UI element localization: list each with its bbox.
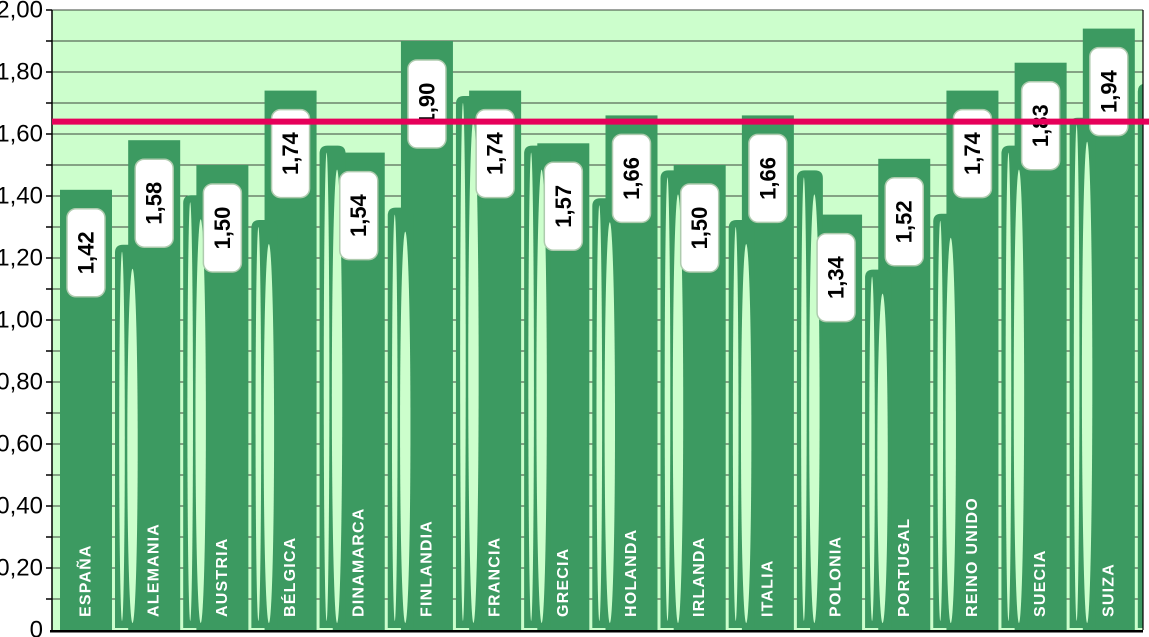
- value-label: 1,74: [483, 131, 508, 175]
- value-label: 1,52: [892, 200, 917, 243]
- value-label-box: [270, 108, 311, 199]
- value-label-box: [543, 161, 584, 252]
- category-label: FINLANDIA: [418, 520, 435, 617]
- bar-shadow-highlight: [1081, 141, 1093, 623]
- category-label: FRANCIA: [487, 537, 504, 617]
- bar-shadow-highlight: [323, 152, 330, 622]
- value-label-box: [66, 208, 106, 298]
- category-label: SUIZA: [1100, 563, 1117, 617]
- value-label-box: [611, 133, 652, 224]
- value-label: 1,50: [687, 207, 712, 250]
- category-label: POLONIA: [828, 536, 845, 617]
- value-label: 1,66: [619, 157, 644, 200]
- category-label: PORTUGAL: [896, 518, 913, 617]
- value-label-box: [952, 108, 993, 199]
- value-label: 1,34: [824, 255, 849, 299]
- bar-shadow-highlight: [127, 268, 138, 623]
- category-label: ITALIA: [759, 559, 776, 617]
- y-axis-label: 0,60: [0, 431, 43, 458]
- value-label-box: [748, 133, 788, 224]
- y-axis-label: 1,40: [0, 183, 43, 210]
- bar-shadow-highlight: [672, 194, 684, 623]
- bar-shadow-highlight: [664, 177, 671, 621]
- value-label-box: [202, 183, 243, 273]
- value-label-box: [816, 232, 856, 323]
- bar-shadow-highlight: [937, 220, 944, 621]
- y-axis-label: 0,80: [0, 369, 43, 396]
- bar-shadow-highlight: [1005, 152, 1012, 622]
- category-label: BÉLGICA: [280, 537, 299, 617]
- value-label: 1,57: [551, 185, 576, 228]
- value-label: 1,83: [1028, 104, 1053, 147]
- y-axis-label: 1,20: [0, 245, 43, 272]
- bar-shadow-highlight: [187, 202, 193, 621]
- category-label: DINAMARCA: [350, 508, 367, 617]
- y-axis-label: 0,40: [0, 493, 43, 520]
- category-label: ESPAÑA: [75, 544, 95, 617]
- value-label: 1,54: [346, 193, 371, 237]
- value-label: 1,74: [278, 131, 303, 175]
- bar-shadow-highlight: [596, 205, 603, 621]
- bar-shadow-highlight: [869, 276, 875, 621]
- y-axis-label: 0: [30, 617, 43, 637]
- category-label: GRECIA: [555, 548, 572, 617]
- category-label: AUSTRIA: [214, 537, 231, 617]
- bar-shadow-highlight: [604, 222, 616, 623]
- bar-shadow-highlight: [460, 103, 466, 621]
- bar-shadow-highlight: [732, 227, 739, 621]
- value-label-box: [1089, 46, 1129, 137]
- bar-shadow: [1137, 83, 1143, 628]
- value-label: 1,90: [414, 83, 439, 126]
- bar-shadow-highlight: [255, 227, 262, 621]
- value-label-box: [407, 59, 447, 149]
- category-label: ALEMANIA: [146, 523, 163, 617]
- value-label-box: [475, 108, 515, 199]
- value-label: 1,66: [755, 157, 780, 200]
- value-label: 1,50: [210, 207, 235, 250]
- bar-shadow-highlight: [528, 152, 534, 622]
- category-label: SUECIA: [1032, 549, 1049, 617]
- bar-shadow-highlight: [536, 169, 547, 624]
- bar-shadow-highlight: [391, 214, 398, 622]
- bar-shadow-highlight: [1013, 169, 1025, 624]
- value-label-box: [134, 158, 174, 248]
- bar-shadow-highlight: [331, 169, 343, 624]
- category-label: HOLANDA: [623, 529, 640, 617]
- y-axis-label: 0,20: [0, 555, 43, 582]
- value-label-box: [1020, 80, 1061, 171]
- bar-shadow-highlight: [400, 231, 411, 624]
- bar-shadow-highlight: [468, 120, 479, 623]
- plot-area: ESPAÑA ALEMANIA AUSTRIA BÉLGICA DINAMARCA FIN…: [60, 28, 1143, 630]
- value-label-box: [884, 177, 924, 267]
- bar-shadow-highlight: [195, 219, 206, 623]
- value-label: 1,58: [142, 182, 167, 225]
- category-label: REINO UNIDO: [964, 497, 981, 617]
- category-label: IRLANDA: [691, 537, 708, 617]
- bar-shadow-highlight: [740, 244, 752, 623]
- y-axis-label: 1,00: [0, 307, 43, 334]
- y-axis-label: 1,60: [0, 121, 43, 148]
- bar-shadow-highlight: [1073, 124, 1080, 621]
- value-label: 1,94: [1096, 69, 1121, 113]
- bar-shadow-highlight: [945, 237, 956, 623]
- bar-shadow-highlight: [263, 244, 275, 623]
- value-label: 1,42: [74, 231, 99, 274]
- y-axis-label: 2,00: [0, 0, 43, 24]
- y-axis-label: 1,80: [0, 59, 43, 86]
- value-label: 1,74: [960, 131, 985, 175]
- bar-shadow-highlight: [119, 251, 125, 621]
- bar-shadow-highlight: [801, 177, 807, 621]
- value-label-box: [679, 183, 720, 273]
- value-label-box: [339, 170, 379, 261]
- bar-shadow-highlight: [877, 293, 888, 623]
